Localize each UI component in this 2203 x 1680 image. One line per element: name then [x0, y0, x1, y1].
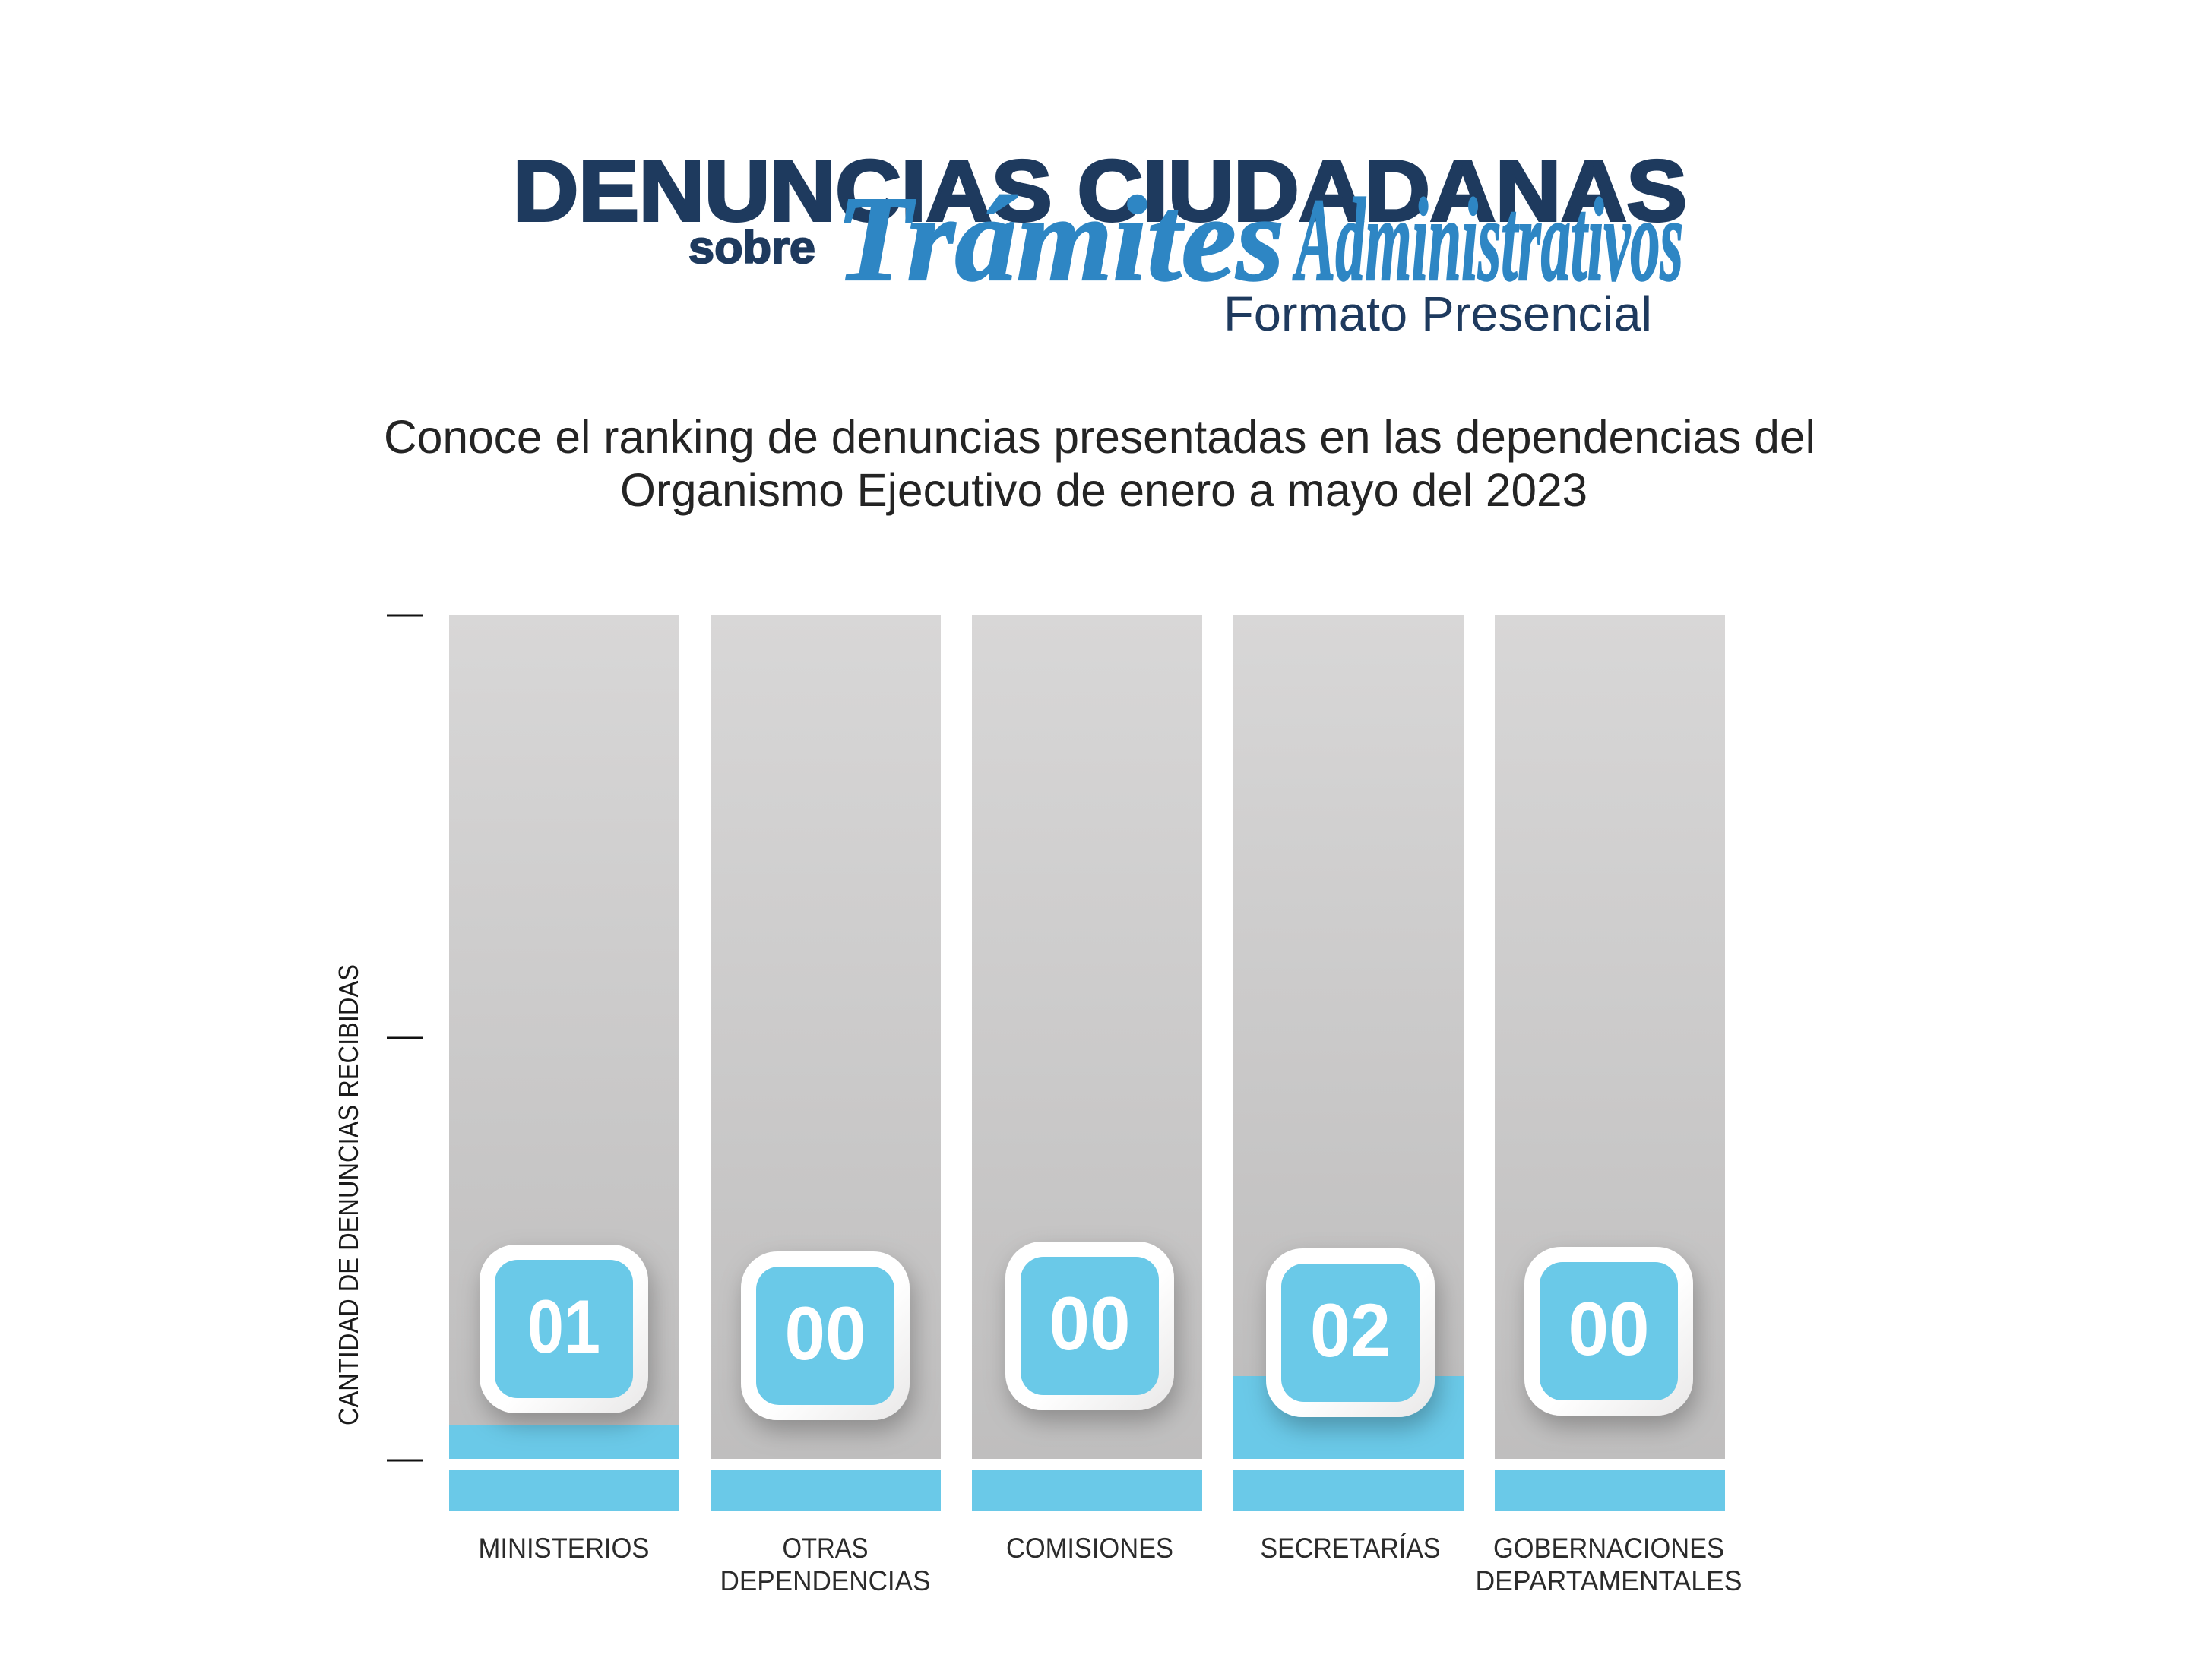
- svg-text:00: 00: [785, 1291, 866, 1375]
- svg-text:MINISTERIOS: MINISTERIOS: [479, 1533, 650, 1564]
- svg-text:SECRETARÍAS: SECRETARÍAS: [1261, 1533, 1441, 1564]
- svg-text:Conoce el ranking de denuncias: Conoce el ranking de denuncias presentad…: [384, 411, 1815, 463]
- svg-text:CANTIDAD DE DENUNCIAS RECIBIDA: CANTIDAD DE DENUNCIAS RECIBIDAS: [333, 964, 364, 1425]
- svg-text:Organismo Ejecutivo de enero a: Organismo Ejecutivo de enero a mayo del …: [620, 464, 1587, 516]
- svg-text:DENUNCIAS CIUDADANAS: DENUNCIAS CIUDADANAS: [513, 143, 1687, 239]
- svg-text:00: 00: [1568, 1286, 1650, 1371]
- svg-text:DEPARTAMENTALES: DEPARTAMENTALES: [1476, 1565, 1742, 1596]
- svg-text:00: 00: [1049, 1281, 1131, 1365]
- svg-text:Trámites: Trámites: [836, 172, 1284, 307]
- svg-text:Administrativos: Administrativos: [1293, 174, 1683, 305]
- svg-text:sobre: sobre: [688, 222, 815, 273]
- svg-text:Formato Presencial: Formato Presencial: [1223, 286, 1652, 341]
- svg-text:02: 02: [1310, 1288, 1391, 1372]
- svg-text:01: 01: [527, 1284, 600, 1368]
- svg-text:DEPENDENCIAS: DEPENDENCIAS: [720, 1565, 931, 1596]
- svg-text:COMISIONES: COMISIONES: [1006, 1533, 1173, 1564]
- svg-text:GOBERNACIONES: GOBERNACIONES: [1493, 1533, 1724, 1564]
- svg-text:OTRAS: OTRAS: [783, 1533, 869, 1564]
